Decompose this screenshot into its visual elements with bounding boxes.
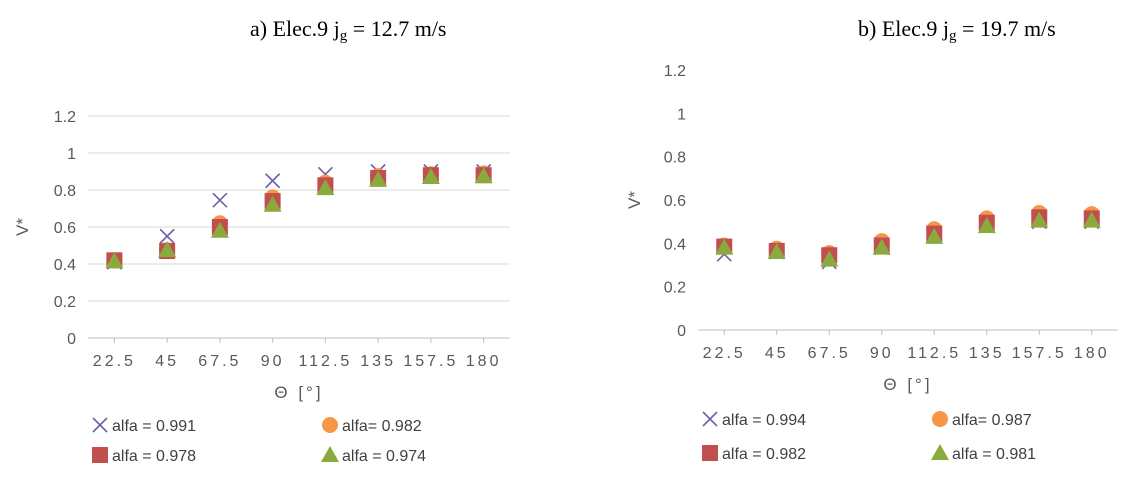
data-point (1030, 211, 1049, 228)
x-tick-label: 180 (1074, 345, 1110, 362)
data-point (369, 170, 388, 187)
legend-label: alfa = 0.994 (722, 412, 806, 429)
chart-title-prefix: b) Elec.9 j (858, 16, 949, 41)
y-tick-label: 0.2 (54, 294, 76, 311)
data-point (421, 168, 440, 185)
chart-title-suffix: = 12.7 m/s (347, 16, 446, 41)
chart-title-prefix: a) Elec.9 j (250, 16, 340, 41)
data-point (158, 241, 177, 258)
x-tick-label: 135 (969, 345, 1005, 362)
x-tick-label: 135 (360, 353, 396, 370)
data-point (925, 227, 944, 244)
y-tick-label: 0.4 (54, 257, 76, 274)
legend-marker (92, 447, 108, 463)
y-axis-label: V* (13, 218, 32, 236)
y-tick-label: 0.4 (664, 236, 686, 253)
data-point (977, 217, 996, 233)
x-tick-label: 90 (261, 353, 285, 370)
legend-entry: alfa = 0.974 (321, 446, 426, 465)
y-tick-label: 1.2 (54, 109, 76, 126)
chart-title: a) Elec.9 jg = 12.7 m/s (250, 16, 447, 44)
legend-entry: alfa = 0.978 (92, 447, 196, 465)
legend-marker (322, 417, 338, 433)
data-point (1082, 211, 1101, 228)
legend-marker (702, 411, 718, 427)
legend-entry: alfa= 0.982 (322, 417, 422, 435)
legend-marker (932, 411, 948, 427)
series-triangle (105, 167, 493, 269)
legend-marker (92, 417, 108, 433)
data-point (872, 238, 891, 255)
x-axis-label: Θ [°] (883, 375, 932, 394)
data-point (265, 173, 281, 189)
legend-entry: alfa= 0.987 (932, 411, 1032, 429)
legend-label: alfa= 0.987 (952, 412, 1032, 429)
legend-entry: alfa = 0.982 (702, 445, 806, 463)
x-tick-label: 90 (870, 345, 894, 362)
data-point (715, 238, 734, 255)
x-tick-label: 157.5 (403, 353, 458, 370)
data-point (474, 167, 493, 184)
data-point (105, 252, 124, 269)
series-triangle (715, 211, 1101, 267)
data-point (210, 221, 229, 238)
legend-entry: alfa = 0.981 (931, 444, 1036, 463)
data-point (263, 195, 282, 212)
chart-title-subscript: g (340, 28, 348, 44)
data-point (159, 228, 175, 244)
x-tick-label: 22.5 (93, 353, 136, 370)
y-tick-label: 1 (67, 146, 76, 163)
x-tick-label: 112.5 (907, 345, 961, 362)
chart-title-suffix: = 19.7 m/s (957, 16, 1056, 41)
legend-label: alfa = 0.978 (112, 448, 196, 465)
x-tick-label: 180 (466, 353, 502, 370)
legend-marker (321, 446, 339, 462)
y-tick-label: 0.6 (54, 220, 76, 237)
legend-marker (702, 445, 718, 461)
x-tick-label: 45 (765, 345, 789, 362)
x-tick-label: 45 (155, 353, 179, 370)
y-tick-label: 0 (67, 331, 76, 348)
legend-label: alfa= 0.982 (342, 418, 422, 435)
legend-entry: alfa = 0.994 (702, 411, 806, 429)
y-tick-label: 0.2 (664, 280, 686, 297)
chart-title-subscript: g (949, 28, 957, 44)
y-tick-label: 0.8 (54, 183, 76, 200)
y-tick-label: 1 (677, 106, 686, 123)
legend-label: alfa = 0.974 (342, 448, 426, 465)
x-axis-label: Θ [°] (274, 383, 323, 402)
data-point (767, 243, 786, 259)
y-axis-label: V* (625, 191, 644, 209)
legend-label: alfa = 0.981 (952, 446, 1036, 463)
x-tick-label: 157.5 (1012, 345, 1067, 362)
legend-marker (931, 444, 949, 460)
data-point (316, 179, 335, 196)
chart-panel-b: b) Elec.9 jg = 19.7 m/s 0 0.2 0.4 0.6 0.8 1 1.2… (625, 16, 1118, 463)
y-tick-label: 0.6 (664, 193, 686, 210)
x-tick-label: 112.5 (298, 353, 352, 370)
x-tick-label: 67.5 (198, 353, 241, 370)
y-tick-label: 1.2 (664, 63, 686, 80)
data-point (820, 250, 839, 267)
data-point (212, 192, 228, 208)
x-tick-label: 22.5 (703, 345, 746, 362)
y-tick-label: 0 (677, 323, 686, 340)
legend-label: alfa = 0.991 (112, 418, 196, 435)
legend-entry: alfa = 0.991 (92, 417, 196, 435)
legend-label: alfa = 0.982 (722, 446, 806, 463)
x-tick-label: 67.5 (808, 345, 851, 362)
chart-title: b) Elec.9 jg = 19.7 m/s (858, 16, 1056, 44)
chart-panel-a: a) Elec.9 jg = 12.7 m/s 0 0.2 0.4 0.6 0.8 1 1.2… (13, 16, 510, 465)
y-tick-label: 0.8 (664, 150, 686, 167)
